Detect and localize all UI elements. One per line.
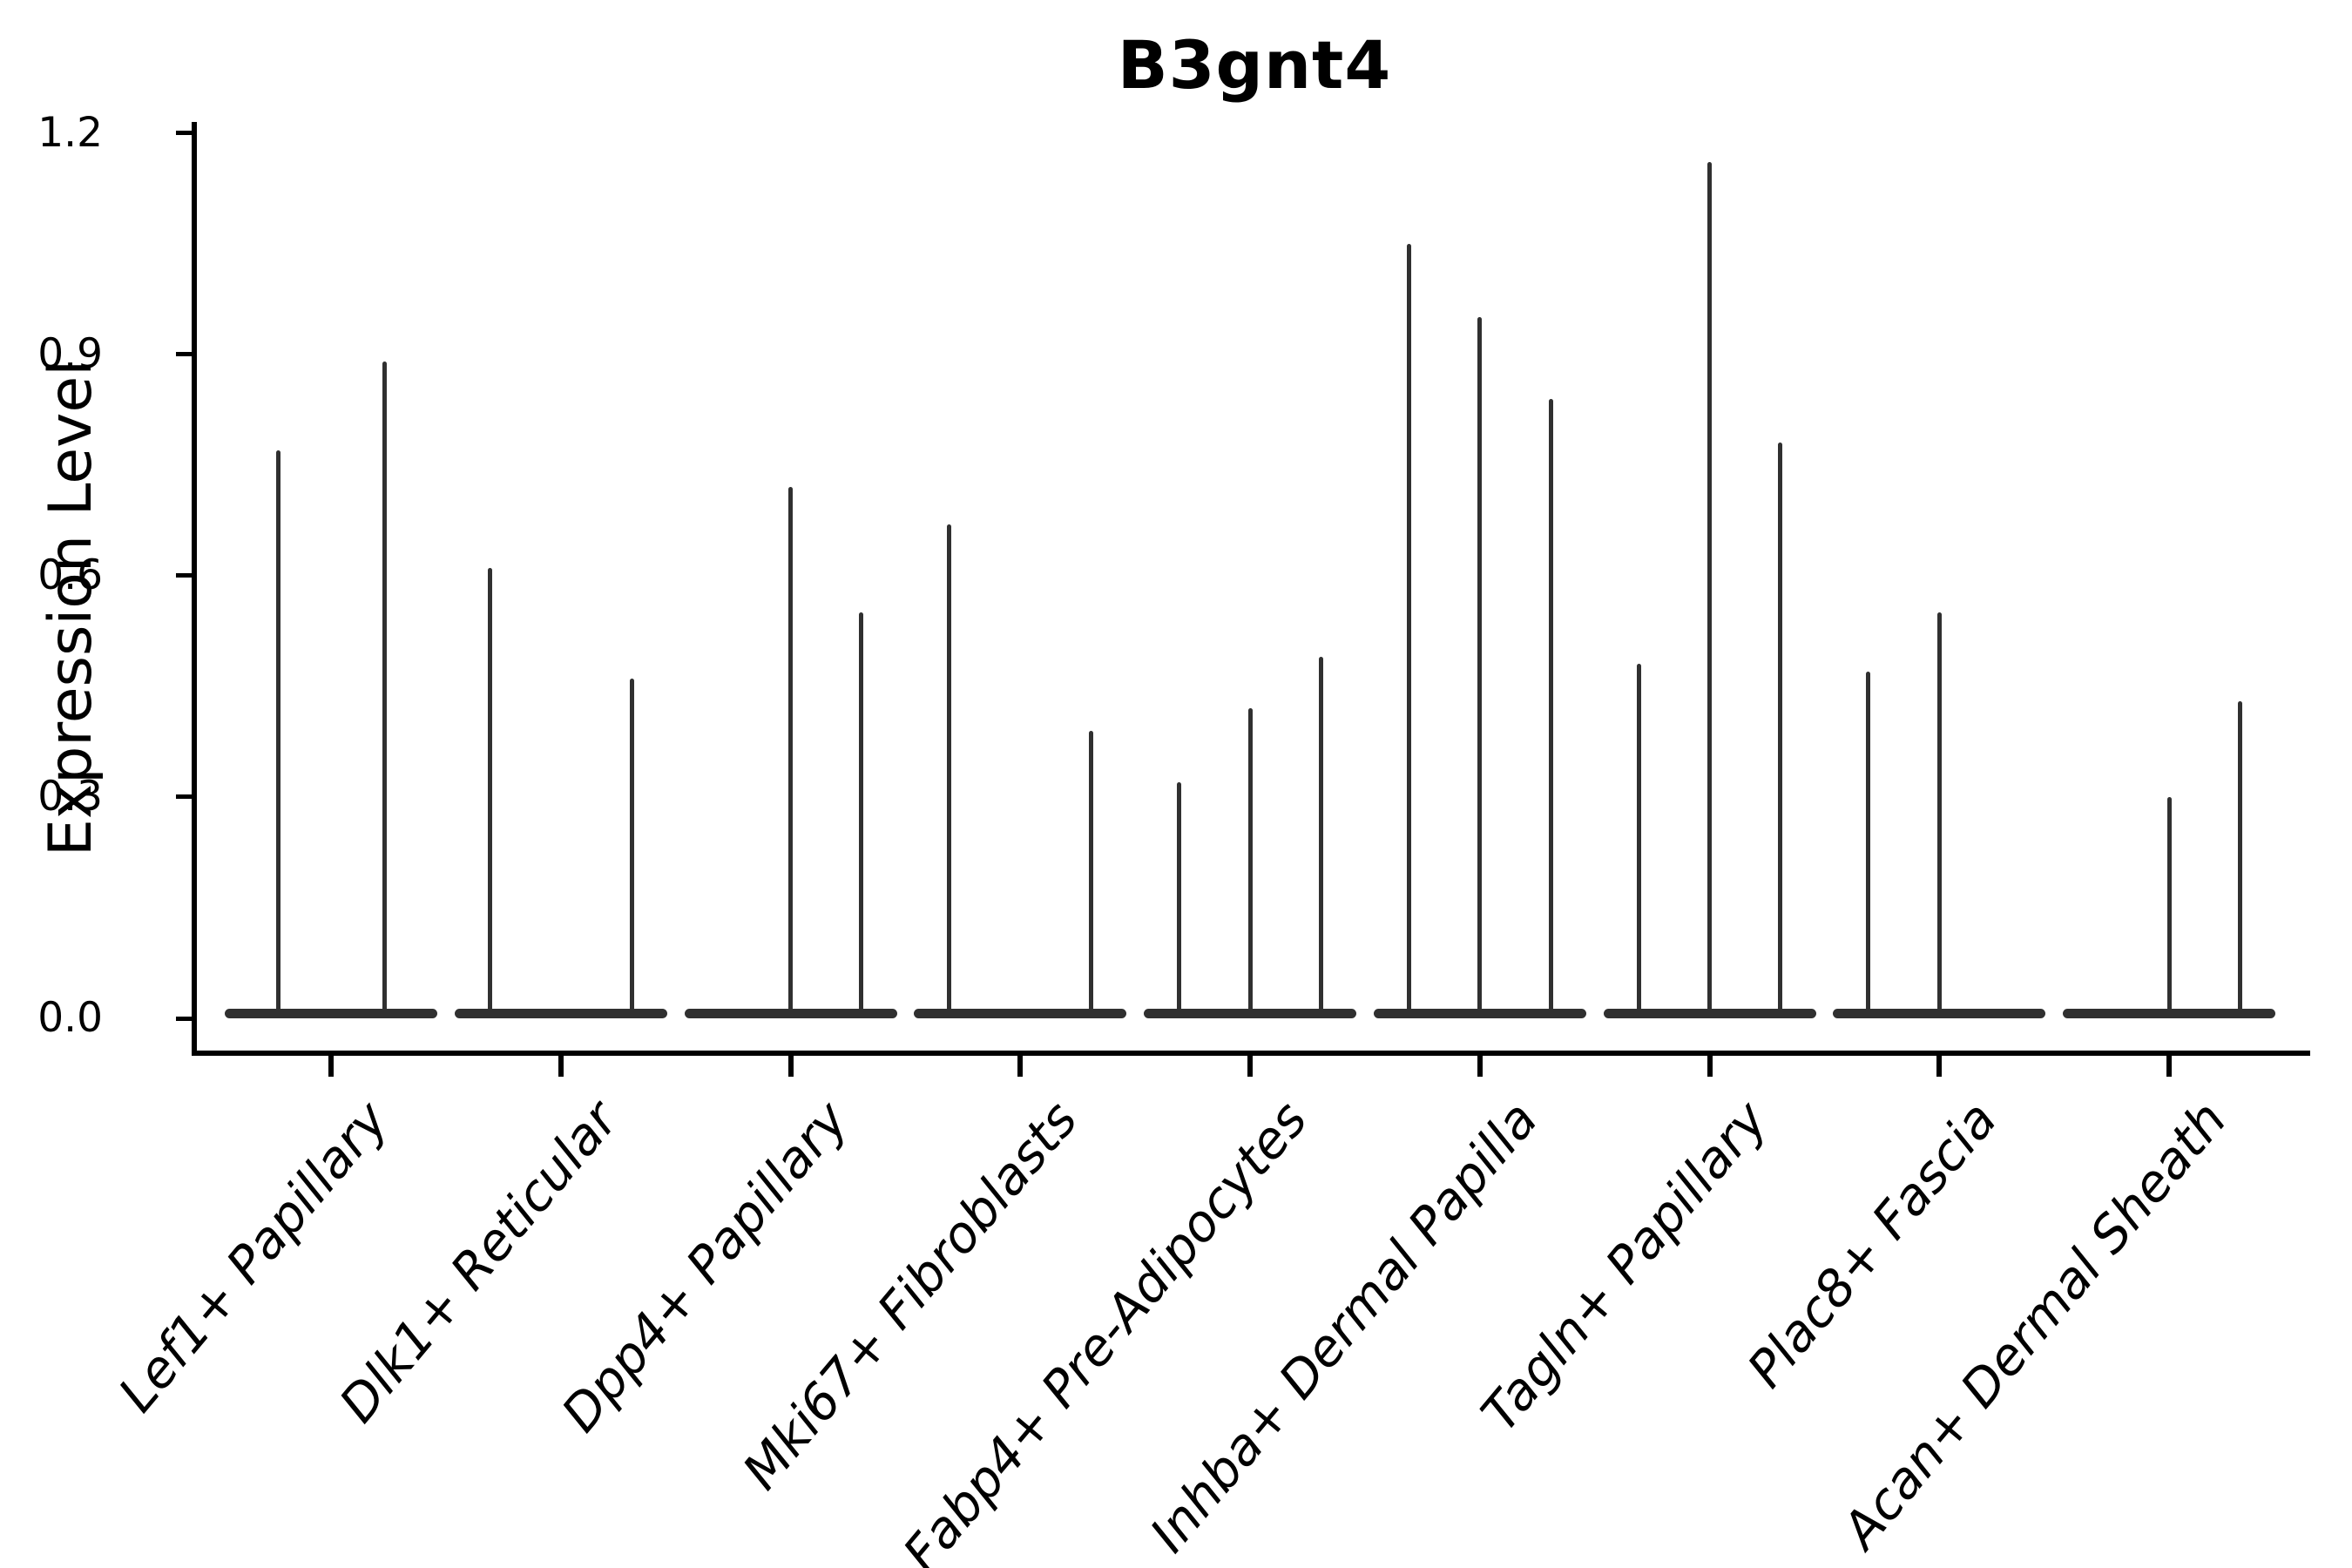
violin-baseline — [1833, 1008, 2046, 1018]
x-tick — [787, 1056, 794, 1077]
violin-baseline — [1603, 1008, 1816, 1018]
y-tick-label: 0.0 — [37, 994, 103, 1042]
y-tick — [176, 352, 192, 357]
violin-spike — [1778, 443, 1783, 1013]
violin-spike — [1548, 398, 1553, 1013]
violin-baseline — [1373, 1008, 1586, 1018]
x-tick-label: Acan+ Dermal Sheath — [1830, 1090, 2239, 1560]
violin-baseline — [454, 1008, 667, 1018]
y-tick — [176, 573, 192, 578]
x-tick-label: Fabp4+ Pre-Adipocytes — [891, 1090, 1320, 1568]
violin-spike — [1866, 671, 1871, 1013]
violin-spike — [2237, 700, 2242, 1013]
y-axis-spine — [192, 122, 197, 1056]
violin-spike — [382, 362, 387, 1013]
violin-spike — [1477, 317, 1483, 1013]
y-tick — [176, 794, 192, 800]
x-tick — [1477, 1056, 1483, 1077]
violin-baseline — [1144, 1008, 1356, 1018]
y-tick-label: 0.6 — [37, 551, 103, 599]
x-tick — [1707, 1056, 1713, 1077]
violin-spike — [1089, 730, 1094, 1013]
y-tick-label: 1.2 — [37, 108, 103, 157]
figure-title: B3gnt4 — [1117, 26, 1392, 104]
x-tick — [1247, 1056, 1253, 1077]
violin-spike — [629, 679, 634, 1013]
violin-spike — [1936, 612, 1942, 1013]
violin-spike — [1707, 162, 1712, 1013]
x-tick — [558, 1056, 564, 1077]
x-tick — [1936, 1056, 1943, 1077]
violin-baseline — [2063, 1008, 2275, 1018]
x-tick-label: Plac8+ Fascia — [1735, 1090, 2009, 1399]
violin-spike — [1247, 708, 1253, 1013]
violin-baseline — [914, 1008, 1127, 1018]
violin-spike — [947, 524, 952, 1013]
violin-spike — [1318, 656, 1323, 1013]
y-tick — [176, 131, 192, 136]
violin-spike — [487, 568, 492, 1013]
x-tick — [2166, 1056, 2172, 1077]
y-tick — [176, 1016, 192, 1021]
x-tick — [1017, 1056, 1024, 1077]
y-tick-label: 0.9 — [37, 329, 103, 378]
violin-spike — [1406, 243, 1411, 1013]
violin-spike — [788, 487, 793, 1013]
violin-spike — [275, 449, 280, 1013]
violin-spike — [859, 612, 864, 1013]
x-tick — [328, 1056, 334, 1077]
violin-baseline — [684, 1008, 897, 1018]
violin-spike — [1636, 664, 1641, 1013]
x-tick-label: Inhba+ Dermal Papilla — [1138, 1090, 1549, 1564]
violin-spike — [1177, 781, 1182, 1013]
x-axis-spine — [192, 1051, 2310, 1056]
violin-spike — [2166, 796, 2172, 1013]
violin-baseline — [225, 1008, 437, 1018]
y-tick-label: 0.3 — [37, 772, 103, 821]
